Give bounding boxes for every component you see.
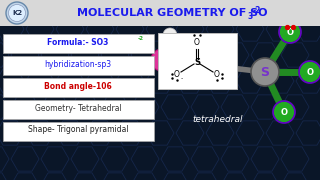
Text: -2: -2	[138, 36, 144, 41]
Circle shape	[251, 58, 279, 86]
Text: O: O	[281, 107, 287, 116]
Text: S: S	[260, 66, 269, 78]
Text: O: O	[174, 69, 180, 78]
Text: Shape- Trigonal pyramidal: Shape- Trigonal pyramidal	[28, 125, 128, 134]
FancyBboxPatch shape	[3, 78, 154, 96]
Circle shape	[9, 4, 26, 21]
Text: Bond angle-106: Bond angle-106	[44, 82, 112, 91]
FancyBboxPatch shape	[157, 33, 236, 89]
Text: O: O	[194, 37, 200, 46]
Text: -2: -2	[253, 6, 261, 15]
Circle shape	[299, 61, 320, 83]
Text: -: -	[181, 76, 183, 81]
FancyBboxPatch shape	[3, 33, 154, 53]
Text: K2: K2	[12, 10, 22, 16]
Circle shape	[273, 101, 295, 123]
Text: Formula:- SO3: Formula:- SO3	[47, 37, 109, 46]
Text: O: O	[214, 69, 220, 78]
FancyBboxPatch shape	[3, 122, 154, 141]
Text: tetrahedral: tetrahedral	[193, 116, 243, 125]
Text: -: -	[221, 76, 223, 81]
Text: O: O	[286, 28, 293, 37]
Circle shape	[177, 41, 189, 53]
Circle shape	[151, 49, 173, 71]
FancyBboxPatch shape	[3, 100, 154, 118]
Text: O: O	[307, 68, 314, 76]
Circle shape	[6, 2, 28, 24]
FancyBboxPatch shape	[0, 0, 320, 26]
Text: S: S	[194, 57, 200, 66]
Circle shape	[163, 28, 177, 42]
Text: Geometry- Tetrahedral: Geometry- Tetrahedral	[35, 103, 121, 112]
Circle shape	[279, 21, 301, 43]
Text: MOLECULAR GEOMETRY OF SO: MOLECULAR GEOMETRY OF SO	[77, 8, 267, 18]
Text: hybridization-sp3: hybridization-sp3	[44, 60, 112, 69]
Text: 3: 3	[248, 12, 253, 21]
FancyBboxPatch shape	[3, 55, 154, 75]
